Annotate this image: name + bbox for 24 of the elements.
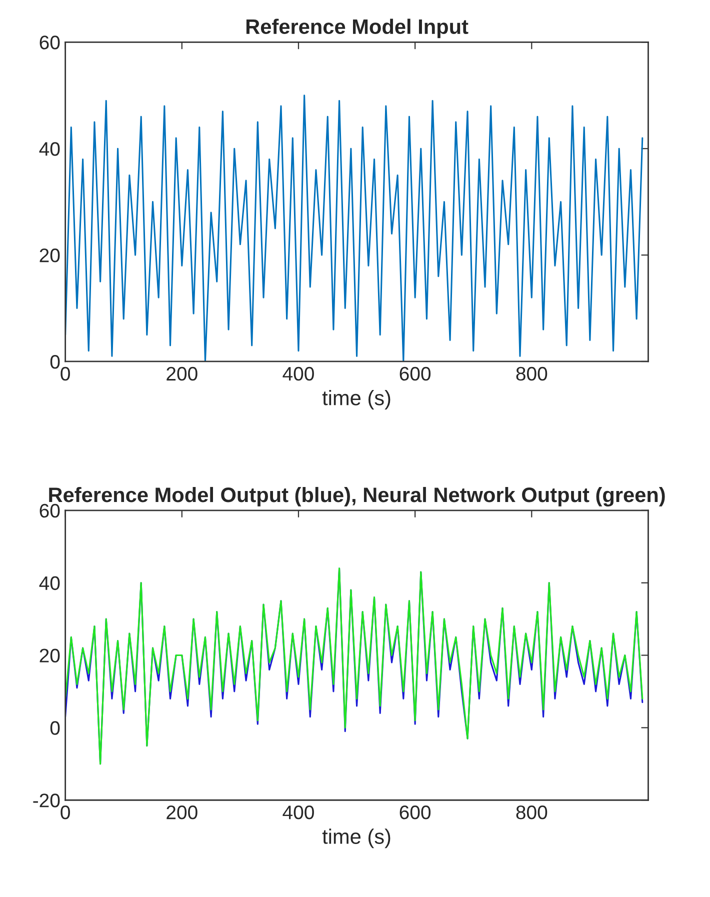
y-tick-label: -20 <box>33 794 60 808</box>
x-tick-label: 400 <box>282 366 314 381</box>
line-series <box>65 568 644 765</box>
chart-title: Reference Model Input <box>246 18 468 38</box>
y-tick-label: 20 <box>40 248 60 262</box>
x-axis-title: time (s) <box>322 390 390 410</box>
x-tick-label: 0 <box>60 806 70 820</box>
y-tick-label: 40 <box>39 576 60 590</box>
x-tick-label: 800 <box>516 366 548 381</box>
x-tick-label: 400 <box>282 806 314 820</box>
x-tick-label: 600 <box>400 806 431 820</box>
x-tick-label: 800 <box>516 806 548 820</box>
y-tick-label: 40 <box>39 142 60 156</box>
x-tick-label: 200 <box>166 806 198 820</box>
line-series <box>65 94 644 362</box>
y-tick-label: 60 <box>40 504 60 518</box>
x-tick-label: 600 <box>400 366 431 381</box>
y-tick-label: 20 <box>40 648 60 662</box>
y-tick-label: 60 <box>40 36 60 50</box>
y-tick-label: 0 <box>50 721 60 735</box>
x-axis-title: time (s) <box>322 828 390 848</box>
y-tick-label: 0 <box>50 354 60 369</box>
x-tick-label: 200 <box>166 366 198 381</box>
x-tick-label: 0 <box>60 366 70 381</box>
